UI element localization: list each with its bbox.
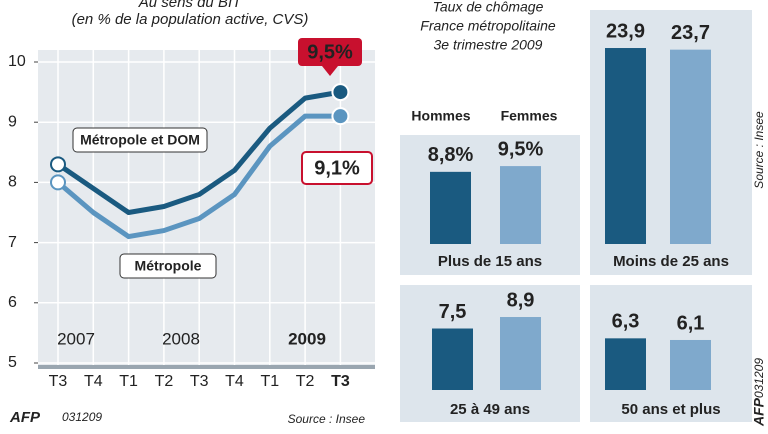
category-label: Moins de 25 ans xyxy=(613,253,729,270)
code: 031209 xyxy=(62,410,102,424)
legend-label: Femmes xyxy=(501,108,558,124)
bar-subtitle: France métropolitaine xyxy=(420,18,556,34)
start-point xyxy=(50,174,66,191)
bar-title: Taux de chômage xyxy=(433,0,544,15)
x-tick-label: T2 xyxy=(155,373,174,390)
category-label: Plus de 15 ans xyxy=(438,253,542,270)
line-subtitle: (en % de la population active, CVS) xyxy=(72,11,309,28)
legend-label: Hommes xyxy=(411,108,470,124)
x-tick-label: T2 xyxy=(296,373,315,390)
series-label: Métropole xyxy=(135,258,202,274)
value-label: 6,3 xyxy=(612,311,640,333)
series-label-box xyxy=(72,127,208,153)
bar xyxy=(500,317,541,390)
value-label: 23,7 xyxy=(671,22,710,44)
start-point xyxy=(50,156,66,173)
value-label: 23,9 xyxy=(606,20,645,42)
value-label-box xyxy=(298,38,362,66)
bar xyxy=(430,171,471,244)
value-label: 8,9 xyxy=(507,289,535,311)
x-tick-label: T3 xyxy=(190,373,209,390)
x-tick-label: T3 xyxy=(331,373,350,390)
value-label: 9,5% xyxy=(307,41,353,63)
end-point xyxy=(331,107,350,126)
y-tick-label: 7 xyxy=(8,234,17,251)
y-tick-label: 8 xyxy=(8,174,17,191)
x-tick-label: T3 xyxy=(49,373,68,390)
value-label-box xyxy=(301,151,373,185)
source: Source : Insee xyxy=(288,412,366,426)
series-line xyxy=(56,89,341,215)
y-tick-label: 9 xyxy=(8,113,17,130)
credit: AFP xyxy=(9,409,41,426)
bar xyxy=(432,328,473,390)
y-tick-label: 10 xyxy=(8,53,26,70)
x-tick-label: T4 xyxy=(225,373,244,390)
bar-period: 3e trimestre 2009 xyxy=(434,37,543,53)
panel xyxy=(400,285,580,422)
y-tick-label: 5 xyxy=(8,354,17,371)
series-label: Métropole et DOM xyxy=(80,132,200,148)
x-axis-band xyxy=(38,365,375,369)
value-label: 8,8% xyxy=(428,144,474,166)
x-tick-label: T1 xyxy=(119,373,138,390)
year-label: 2007 xyxy=(57,329,95,348)
bar xyxy=(670,339,711,390)
category-label: 25 à 49 ans xyxy=(450,401,530,418)
value-label: 7,5 xyxy=(439,301,467,323)
year-label: 2008 xyxy=(162,329,200,348)
series-label-box xyxy=(119,253,217,279)
value-label-pointer xyxy=(322,66,338,76)
plot-area xyxy=(38,50,375,365)
x-tick-label: T4 xyxy=(84,373,103,390)
value-label: 6,1 xyxy=(677,312,705,334)
value-label: 9,5% xyxy=(498,138,544,160)
value-label: 9,1% xyxy=(314,157,360,179)
line-title: Au sens du BIT xyxy=(138,0,243,11)
bar xyxy=(605,48,646,244)
credit-vertical: AFP xyxy=(751,397,767,427)
series-line xyxy=(56,113,341,240)
code-vertical: 031209 xyxy=(752,358,766,398)
y-tick-label: 6 xyxy=(8,294,17,311)
x-tick-label: T1 xyxy=(260,373,279,390)
bar xyxy=(605,338,646,390)
source-vertical: Source : Insee xyxy=(752,111,766,189)
bar xyxy=(500,166,541,244)
category-label: 50 ans et plus xyxy=(621,401,720,418)
year-label: 2009 xyxy=(288,329,326,348)
end-point xyxy=(331,83,350,102)
bar xyxy=(670,49,711,244)
